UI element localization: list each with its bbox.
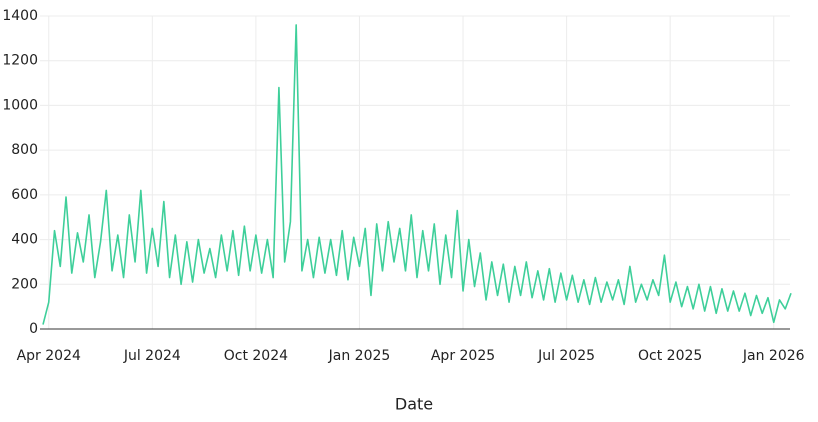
- y-tick-label: 0: [29, 321, 38, 337]
- data-line: [42, 24, 792, 325]
- y-tick-label: 1000: [2, 97, 38, 113]
- x-tick-label: Oct 2025: [638, 348, 702, 364]
- y-tick-label: 400: [11, 232, 38, 248]
- x-tick-label: Jan 2025: [328, 348, 391, 364]
- x-tick-label: Oct 2024: [224, 348, 288, 364]
- x-tick-label: Apr 2025: [431, 348, 495, 364]
- x-axis-label: Date: [395, 395, 433, 414]
- x-tick-label: Jul 2025: [537, 348, 595, 364]
- y-tick-label: 1200: [2, 53, 38, 69]
- y-tick-label: 200: [11, 276, 38, 292]
- x-tick-label: Jan 2026: [742, 348, 805, 364]
- y-tick-label: 1400: [2, 8, 38, 24]
- y-tick-label: 600: [11, 187, 38, 203]
- x-tick-label: Jul 2024: [123, 348, 181, 364]
- y-tick-label: 800: [11, 142, 38, 158]
- x-tick-label: Apr 2024: [17, 348, 81, 364]
